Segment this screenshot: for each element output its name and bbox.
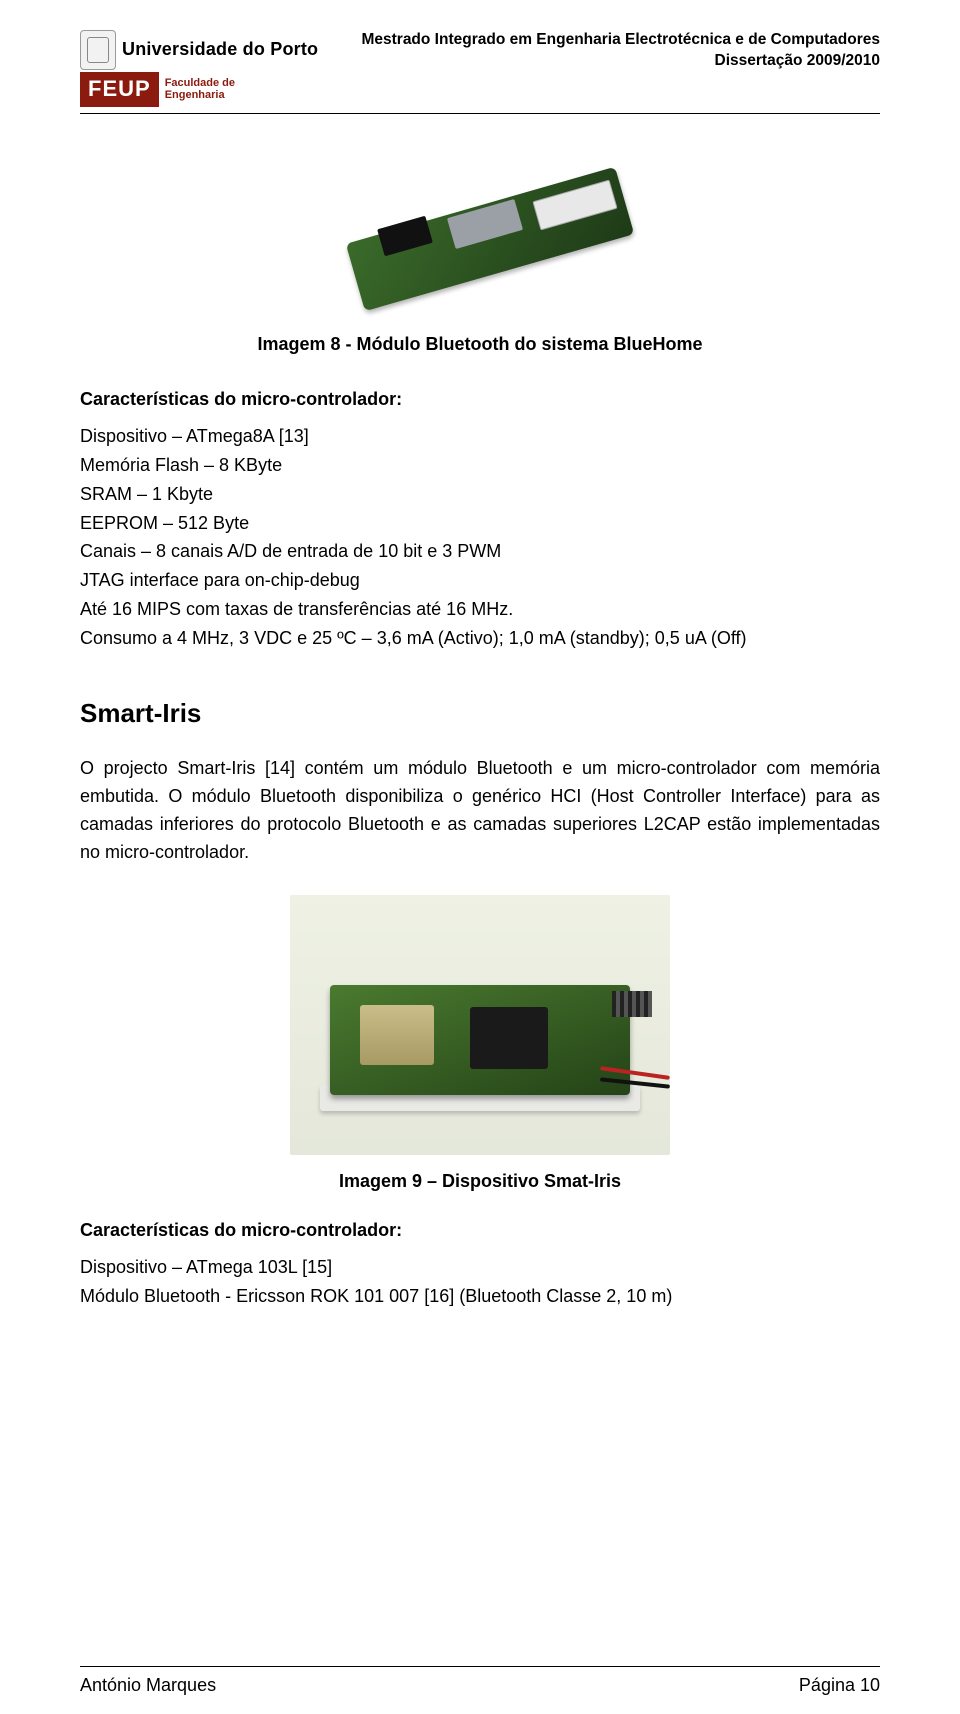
spec-line: Consumo a 4 MHz, 3 VDC e 25 ºC – 3,6 mA … [80, 624, 880, 653]
spec-line: Até 16 MIPS com taxas de transferências … [80, 595, 880, 624]
spec-line: Dispositivo – ATmega8A [13] [80, 422, 880, 451]
spec-line: Dispositivo – ATmega 103L [15] [80, 1253, 880, 1282]
figure1-caption: Imagem 8 - Módulo Bluetooth do sistema B… [80, 332, 880, 357]
feup-subtitle-1: Faculdade de [165, 77, 235, 89]
feup-subtitle-2: Engenharia [165, 89, 235, 101]
page-header: Universidade do Porto FEUP Faculdade de … [80, 30, 880, 114]
spec-line: Memória Flash – 8 KByte [80, 451, 880, 480]
feup-logo: FEUP [80, 72, 159, 107]
header-line-2: Dissertação 2009/2010 [361, 51, 880, 72]
smart-iris-heading: Smart-Iris [80, 695, 880, 731]
page-footer: António Marques Página 10 [80, 1666, 880, 1698]
section2-specs: Dispositivo – ATmega 103L [15] Módulo Bl… [80, 1253, 880, 1311]
footer-author: António Marques [80, 1673, 216, 1698]
figure2-caption: Imagem 9 – Dispositivo Smat-Iris [80, 1169, 880, 1194]
section1-title: Características do micro-controlador: [80, 387, 880, 412]
figure-bluetooth-module: Imagem 8 - Módulo Bluetooth do sistema B… [80, 164, 880, 357]
spec-line: Módulo Bluetooth - Ericsson ROK 101 007 … [80, 1282, 880, 1311]
section2-title: Características do micro-controlador: [80, 1218, 880, 1243]
section1-specs: Dispositivo – ATmega8A [13] Memória Flas… [80, 422, 880, 652]
university-name: Universidade do Porto [122, 37, 318, 62]
figure-smart-iris-device: Imagem 9 – Dispositivo Smat-Iris [80, 895, 880, 1194]
footer-page-number: Página 10 [799, 1673, 880, 1698]
smart-iris-paragraph: O projecto Smart-Iris [14] contém um mód… [80, 755, 880, 867]
header-line-1: Mestrado Integrado em Engenharia Electro… [361, 30, 880, 51]
pcb-illustration-1 [310, 164, 650, 314]
pcb-illustration-2 [290, 895, 670, 1155]
university-crest-icon [80, 30, 116, 70]
spec-line: JTAG interface para on-chip-debug [80, 566, 880, 595]
header-right: Mestrado Integrado em Engenharia Electro… [361, 30, 880, 72]
spec-line: Canais – 8 canais A/D de entrada de 10 b… [80, 537, 880, 566]
spec-line: EEPROM – 512 Byte [80, 509, 880, 538]
spec-line: SRAM – 1 Kbyte [80, 480, 880, 509]
logo-block: Universidade do Porto FEUP Faculdade de … [80, 30, 318, 107]
